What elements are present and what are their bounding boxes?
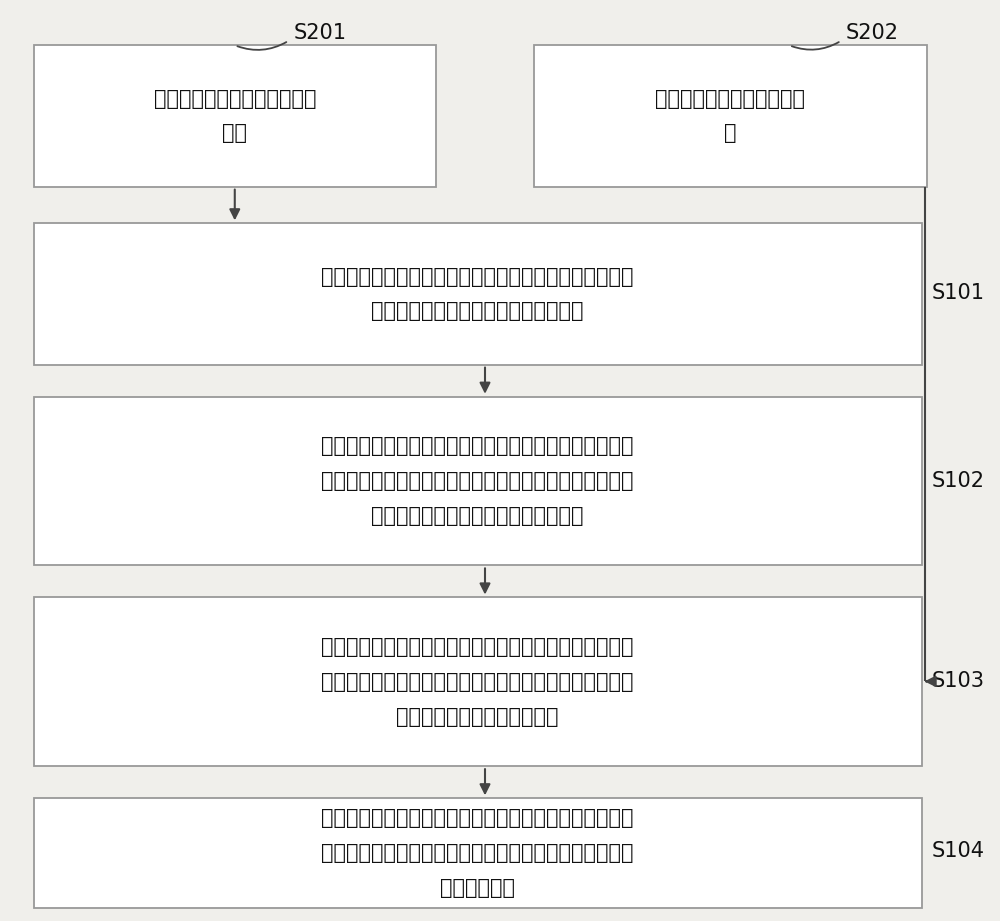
Text: ，建立变电站的三维空间模型: ，建立变电站的三维空间模型	[396, 706, 559, 727]
Text: 将二维彩色图像与三维空间模型进行匹配，定位巡检机器: 将二维彩色图像与三维空间模型进行匹配，定位巡检机器	[321, 809, 634, 828]
FancyArrowPatch shape	[237, 42, 286, 50]
FancyBboxPatch shape	[34, 598, 922, 766]
Text: S104: S104	[931, 841, 984, 861]
Text: S101: S101	[931, 284, 984, 304]
Text: 根据巡检机器人的相对位置和姿态变化、特征点的位置、: 根据巡检机器人的相对位置和姿态变化、特征点的位置、	[321, 637, 634, 658]
Text: 确定避障路径: 确定避障路径	[440, 878, 515, 898]
FancyBboxPatch shape	[34, 799, 922, 908]
FancyArrowPatch shape	[792, 42, 839, 50]
Text: 深度相机采集环境的深度图: 深度相机采集环境的深度图	[655, 88, 805, 109]
Text: S102: S102	[931, 471, 984, 491]
Text: 深度相机采集环境的二维彩色: 深度相机采集环境的二维彩色	[154, 88, 316, 109]
Text: 人的所在位置，并根据三维空间模型构建二维占据网络，: 人的所在位置，并根据三维空间模型构建二维占据网络，	[321, 843, 634, 863]
Text: 对采集到的环境的二维彩色图像进行预处理，提取二维彩: 对采集到的环境的二维彩色图像进行预处理，提取二维彩	[321, 266, 634, 286]
Text: S201: S201	[294, 23, 347, 43]
Text: 对相邻两帧描述子进行匹配，使用随机采样一致性算法去: 对相邻两帧描述子进行匹配，使用随机采样一致性算法去	[321, 437, 634, 456]
Text: 色图像的特征点，确定特征点的描述子: 色图像的特征点，确定特征点的描述子	[371, 301, 584, 321]
FancyBboxPatch shape	[534, 45, 927, 187]
FancyBboxPatch shape	[34, 397, 922, 565]
Text: 以及特征点对应于采集到的环境的深度图像位置的深度值: 以及特征点对应于采集到的环境的深度图像位置的深度值	[321, 671, 634, 692]
Text: S103: S103	[931, 671, 984, 692]
Text: 像: 像	[724, 123, 737, 144]
Text: S202: S202	[846, 23, 899, 43]
Text: 图像: 图像	[222, 123, 247, 144]
FancyBboxPatch shape	[34, 45, 436, 187]
Text: 确定巡检机器人的相对位置和姿态变化: 确定巡检机器人的相对位置和姿态变化	[371, 506, 584, 526]
FancyBboxPatch shape	[34, 223, 922, 365]
Text: 除误匹配点，得到特征匹配结果，并根据特征匹配结果，: 除误匹配点，得到特征匹配结果，并根据特征匹配结果，	[321, 471, 634, 491]
